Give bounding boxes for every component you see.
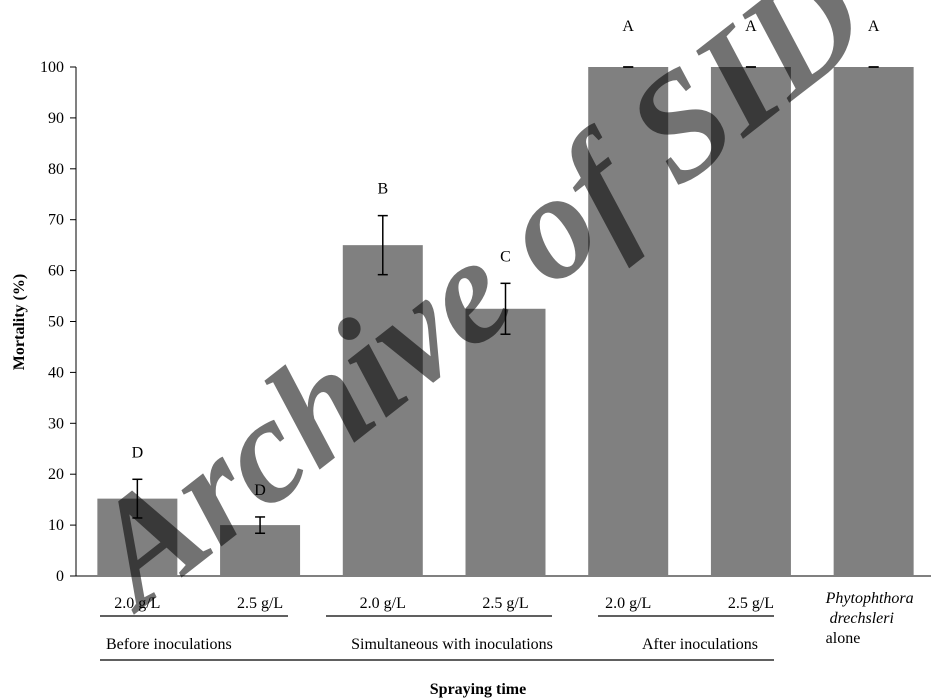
significance-label: D (254, 482, 266, 499)
bar (833, 67, 914, 576)
y-tick-label: 100 (40, 59, 64, 76)
y-tick-label: 10 (48, 517, 64, 534)
y-tick-label: 0 (56, 568, 64, 585)
axes: 0 10 20 30 40 50 60 70 80 90 100 (40, 59, 931, 585)
y-tick-label: 90 (48, 110, 64, 127)
significance-label: A (622, 18, 634, 35)
category-label: 2.0 g/L (114, 595, 160, 612)
significance-label: B (377, 181, 388, 198)
group-label: Before inoculations (106, 636, 232, 653)
bar (342, 245, 423, 576)
category-label-italic: drechsleri (830, 610, 894, 627)
bar (588, 67, 669, 576)
significance-label: D (132, 444, 144, 461)
bars-layer (97, 66, 914, 576)
y-tick-label: 70 (48, 212, 64, 229)
group-label: Simultaneous with inoculations (351, 636, 553, 653)
category-label-suffix: alone (826, 630, 861, 647)
y-axis-title: Mortality (%) (11, 274, 28, 370)
y-tick-label: 50 (48, 314, 64, 331)
significance-label: C (500, 248, 511, 265)
significance-label: A (745, 18, 757, 35)
y-tick-label: 80 (48, 161, 64, 178)
category-label: 2.0 g/L (605, 595, 651, 612)
y-tick-label: 60 (48, 263, 64, 280)
x-axis-title: Spraying time (430, 681, 526, 698)
category-label-italic: Phytophthora (825, 590, 914, 607)
y-tick-label: 20 (48, 466, 64, 483)
bar (710, 67, 791, 576)
category-label: 2.5 g/L (482, 595, 528, 612)
y-tick-label: 40 (48, 364, 64, 381)
category-label: 2.5 g/L (728, 595, 774, 612)
category-label: 2.0 g/L (360, 595, 406, 612)
y-tick-label: 30 (48, 415, 64, 432)
significance-label: A (868, 18, 880, 35)
bar (465, 308, 546, 576)
category-label: 2.5 g/L (237, 595, 283, 612)
labels-layer: D 2.0 g/L D 2.5 g/L B 2.0 g/L C 2.5 g/L A 2.0 g/L… (100, 18, 914, 661)
group-label: After inoculations (642, 636, 758, 653)
